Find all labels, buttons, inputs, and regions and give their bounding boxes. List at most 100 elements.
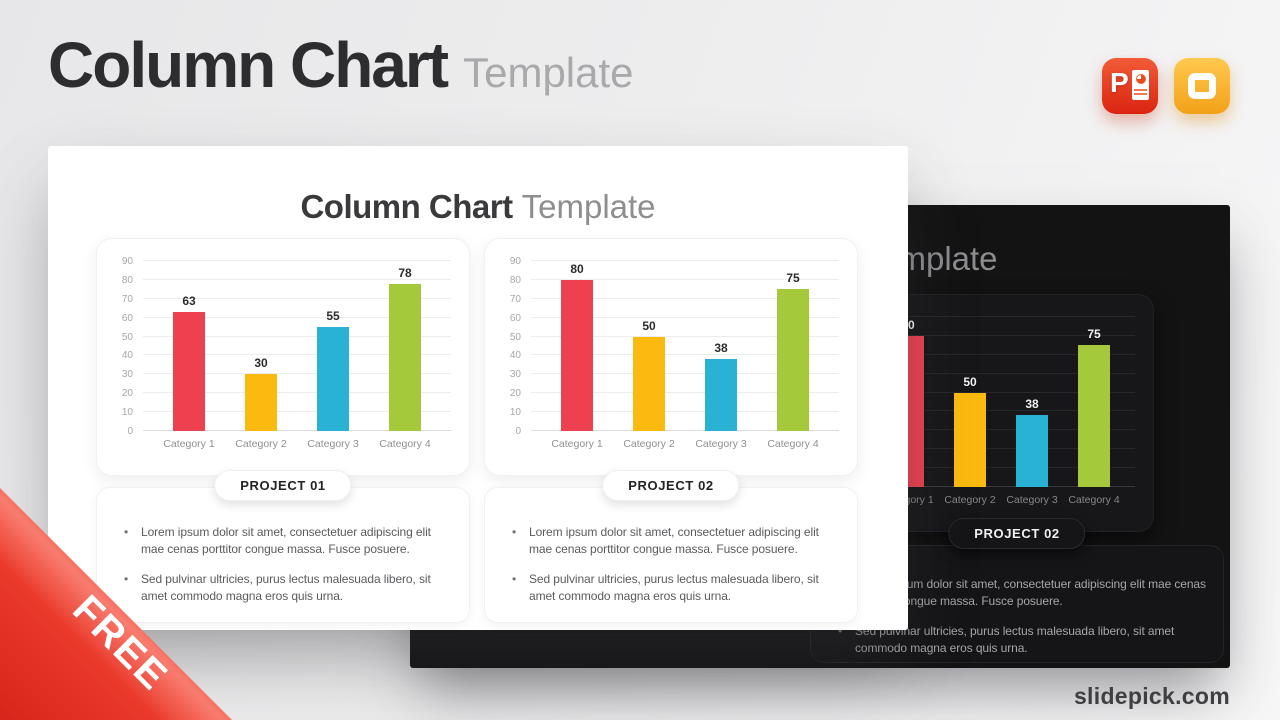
bar	[777, 289, 809, 431]
bar	[1016, 415, 1048, 487]
gridline	[143, 335, 451, 337]
y-tick-label: 90	[121, 256, 133, 267]
category-label: Category 2	[623, 438, 675, 450]
bar-value-label: 50	[642, 318, 656, 333]
bar-category-1: 80	[541, 261, 613, 431]
gridline	[867, 410, 1135, 412]
category-label: Category 2	[944, 494, 996, 506]
project-02-pill-dark: PROJECT 02	[948, 518, 1086, 549]
project-02-panel: Lorem ipsum dolor sit amet, consectetuer…	[484, 487, 858, 623]
bar-value-label: 30	[254, 356, 268, 371]
category-label: Category 3	[1006, 494, 1058, 506]
category-axis: Category 1 Category 2 Category 3 Category 4	[143, 431, 451, 465]
website-watermark: slidepick.com	[1073, 683, 1230, 709]
bullet-list: Lorem ipsum dolor sit amet, consectetuer…	[115, 524, 457, 606]
gridline	[867, 316, 1135, 317]
category-label: Category 3	[307, 438, 359, 450]
bar-value-label: 75	[1087, 327, 1101, 342]
bar-value-label: 75	[786, 271, 800, 286]
plot-area: 63 30 55 78	[143, 260, 451, 431]
page-title-light: Template	[463, 49, 634, 96]
bar	[633, 336, 665, 431]
bar	[954, 392, 986, 487]
gridline	[867, 429, 1135, 431]
y-tick-label: 70	[509, 293, 521, 305]
gridline	[531, 354, 839, 356]
gridline	[143, 430, 451, 431]
bar	[561, 279, 593, 431]
gridline	[143, 354, 451, 356]
bar	[245, 374, 277, 431]
bar-category-3: 55	[297, 261, 369, 431]
format-badges: P	[1102, 58, 1230, 114]
bullet-item: Lorem ipsum dolor sit amet, consectetuer…	[115, 524, 457, 559]
gridline	[531, 373, 839, 375]
bar-value-label: 38	[714, 341, 728, 356]
bar-value-label: 63	[182, 294, 196, 308]
y-tick-label: 80	[121, 274, 133, 286]
plot-area: 80 50 38 75	[531, 260, 839, 431]
powerpoint-line-glyph	[1134, 89, 1147, 91]
project-02-pill: PROJECT 02	[602, 470, 740, 501]
category-axis: Category 1 Category 2 Category 3 Category 4	[531, 431, 839, 465]
bar	[173, 312, 205, 431]
y-tick-label: 40	[121, 350, 133, 362]
bar-value-label: 55	[326, 309, 340, 324]
bar-category-1: 63	[153, 261, 225, 431]
bars-layer: 80 50 38 75	[541, 261, 829, 431]
bar-value-label: 38	[1025, 397, 1039, 412]
gridline	[143, 373, 451, 375]
y-tick-label: 20	[509, 388, 521, 400]
category-label: Category 3	[695, 438, 747, 450]
powerpoint-icon[interactable]: P	[1102, 58, 1158, 114]
gridline	[867, 467, 1135, 469]
gridline	[531, 297, 839, 299]
gridline	[867, 353, 1135, 355]
y-tick-label: 10	[121, 407, 133, 419]
bar-category-3: 38	[685, 261, 757, 431]
y-tick-label: 70	[121, 293, 133, 305]
y-tick-label: 30	[121, 369, 133, 381]
page-title-bold: Column Chart	[48, 29, 449, 101]
project-01-pill: PROJECT 01	[214, 470, 352, 501]
y-tick-label: 10	[509, 407, 521, 419]
bullet-item: Lorem ipsum dolor sit amet, consectetuer…	[503, 524, 845, 559]
gridline	[531, 335, 839, 337]
bars-layer: 63 30 55 78	[153, 261, 441, 431]
y-tick-label: 0	[127, 426, 133, 437]
bullet-item: Sed pulvinar ultricies, purus lectus mal…	[503, 571, 845, 606]
category-label: Category 1	[163, 438, 215, 450]
gridline	[867, 391, 1135, 393]
y-tick-label: 40	[509, 350, 521, 362]
category-label: Category 4	[767, 438, 819, 450]
gridline	[867, 372, 1135, 374]
category-label: Category 2	[235, 438, 287, 450]
bar-value-label: 50	[963, 374, 977, 389]
y-tick-label: 50	[509, 331, 521, 343]
bar-category-4: 78	[369, 261, 441, 431]
slide-title-light: Template	[521, 188, 656, 225]
gridline	[143, 411, 451, 413]
y-tick-label: 60	[121, 312, 133, 324]
y-tick-label: 50	[121, 331, 133, 343]
gridline	[867, 448, 1135, 450]
y-tick-label: 30	[509, 369, 521, 381]
bullet-item: Sed pulvinar ultricies, purus lectus mal…	[115, 571, 457, 606]
bar-category-4: 75	[757, 261, 829, 431]
category-label: Category 4	[379, 438, 431, 450]
y-tick-label: 60	[509, 312, 521, 324]
gridline	[867, 334, 1135, 336]
page-title: Column Chart Template	[48, 28, 634, 102]
gridline	[143, 278, 451, 280]
gridline	[531, 392, 839, 394]
category-label: Category 1	[551, 438, 603, 450]
bar	[1078, 345, 1110, 487]
google-slides-icon[interactable]	[1174, 58, 1230, 114]
y-tick-label: 80	[509, 274, 521, 286]
gridline	[143, 260, 451, 261]
gridline	[531, 430, 839, 431]
